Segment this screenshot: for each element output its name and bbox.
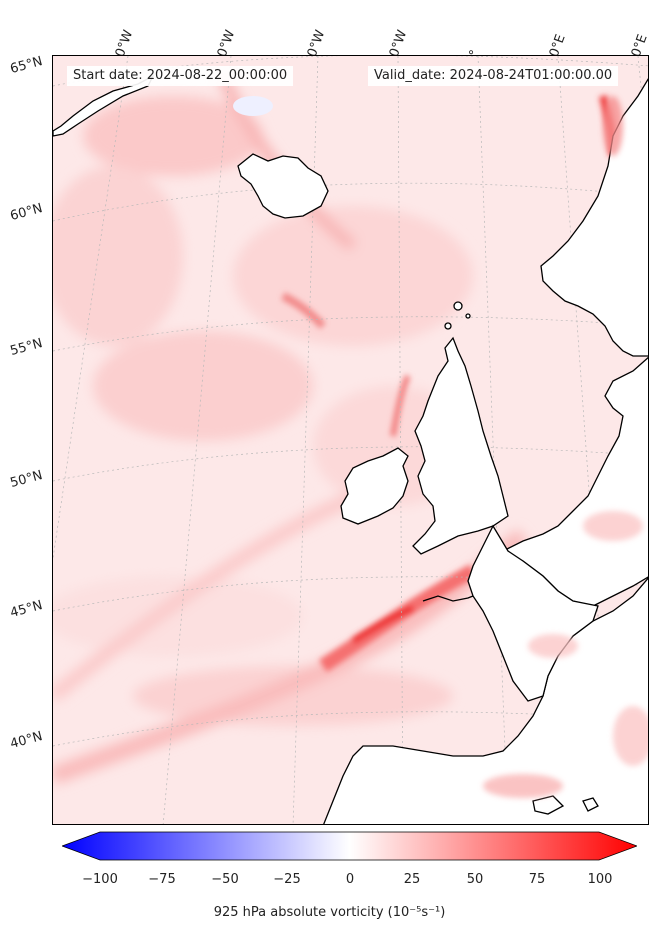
lat-label-40n: 40°N [8, 729, 45, 752]
vorticity-map [53, 56, 648, 824]
colorbar-label: 925 hPa absolute vorticity (10⁻⁵s⁻¹) [213, 905, 446, 920]
lat-label-50n: 50°N [8, 468, 45, 491]
shetland-islands [453, 301, 463, 311]
iceland [237, 153, 329, 219]
lat-label-55n: 55°N [8, 336, 45, 359]
start-date-label: Start date: 2024-08-22_00:00:00 [67, 66, 294, 86]
colorbar-gradient [62, 831, 637, 861]
cb-tick--50: −50 [211, 872, 239, 887]
mediterranean-islet [582, 797, 599, 812]
continental-europe-north [501, 356, 648, 607]
brittany-coast [422, 595, 474, 602]
map-panel [52, 55, 649, 825]
lat-label-45n: 45°N [8, 598, 45, 621]
cb-tick--75: −75 [148, 872, 176, 887]
orkney-islands [444, 322, 452, 330]
small-island [465, 313, 471, 319]
lat-label-60n: 60°N [8, 201, 45, 224]
ireland [340, 447, 409, 525]
cb-tick-25: 25 [403, 872, 421, 887]
colorbar [62, 831, 637, 861]
great-britain [412, 336, 509, 555]
coastlines [53, 74, 648, 824]
cb-tick-0: 0 [345, 872, 355, 887]
france [467, 524, 599, 702]
mediterranean-island [532, 795, 565, 815]
cb-tick--100: −100 [82, 872, 118, 887]
land-vorticity-patches [483, 96, 648, 798]
cb-tick-75: 75 [528, 872, 546, 887]
lat-label-65n: 65°N [8, 54, 45, 77]
cb-tick--25: −25 [273, 872, 301, 887]
cb-tick-100: 100 [587, 872, 613, 887]
cb-tick-50: 50 [466, 872, 484, 887]
valid-date-label: Valid_date: 2024-08-24T01:00:00.00 [368, 66, 619, 86]
negative-vorticity-patch [233, 96, 273, 116]
